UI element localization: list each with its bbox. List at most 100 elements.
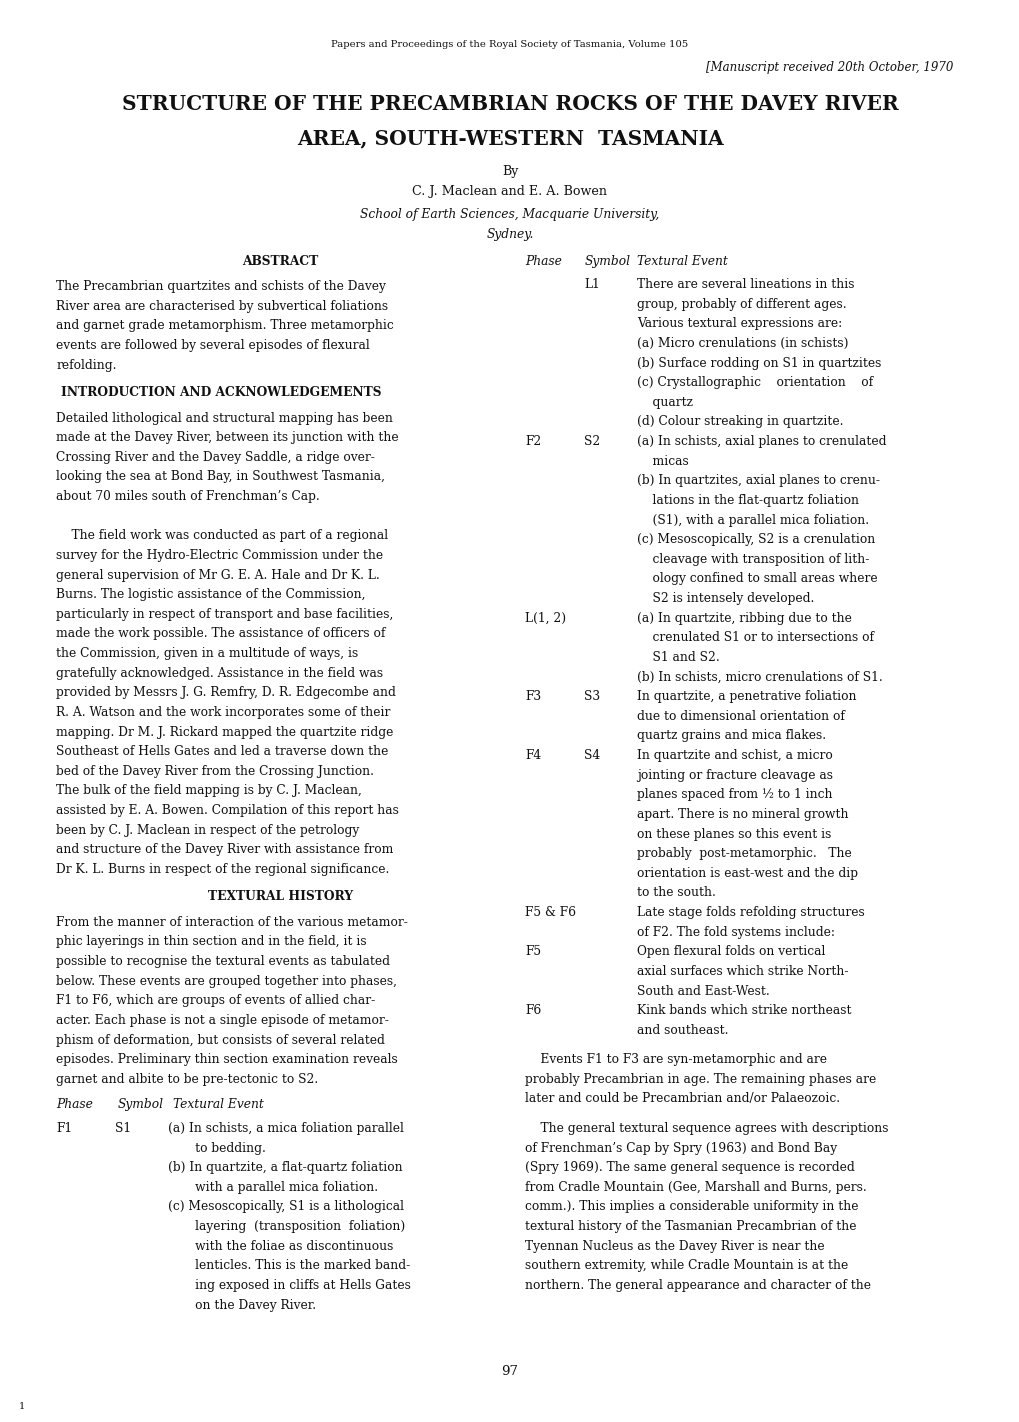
Text: from Cradle Mountain (Gee, Marshall and Burns, pers.: from Cradle Mountain (Gee, Marshall and … <box>525 1180 866 1194</box>
Text: Papers and Proceedings of the Royal Society of Tasmania, Volume 105: Papers and Proceedings of the Royal Soci… <box>331 40 688 48</box>
Text: acter. Each phase is not a single episode of metamor-: acter. Each phase is not a single episod… <box>56 1014 388 1027</box>
Text: looking the sea at Bond Bay, in Southwest Tasmania,: looking the sea at Bond Bay, in Southwes… <box>56 471 385 483</box>
Text: crenulated S1 or to intersections of: crenulated S1 or to intersections of <box>637 631 873 644</box>
Text: South and East-West.: South and East-West. <box>637 984 769 998</box>
Text: F3: F3 <box>525 690 541 704</box>
Text: Textural Event: Textural Event <box>637 255 728 267</box>
Text: S1: S1 <box>115 1122 131 1135</box>
Text: assisted by E. A. Bowen. Compilation of this report has: assisted by E. A. Bowen. Compilation of … <box>56 803 398 818</box>
Text: with the foliae as discontinuous: with the foliae as discontinuous <box>168 1240 393 1253</box>
Text: on the Davey River.: on the Davey River. <box>168 1298 316 1311</box>
Text: phism of deformation, but consists of several related: phism of deformation, but consists of se… <box>56 1034 384 1047</box>
Text: orientation is east-west and the dip: orientation is east-west and the dip <box>637 867 858 880</box>
Text: Symbol: Symbol <box>117 1098 163 1112</box>
Text: Sydney.: Sydney. <box>486 228 533 240</box>
Text: TEXTURAL HISTORY: TEXTURAL HISTORY <box>208 890 353 903</box>
Text: (a) In schists, a mica foliation parallel: (a) In schists, a mica foliation paralle… <box>168 1122 404 1135</box>
Text: made at the Davey River, between its junction with the: made at the Davey River, between its jun… <box>56 431 398 444</box>
Text: The bulk of the field mapping is by C. J. Maclean,: The bulk of the field mapping is by C. J… <box>56 785 362 798</box>
Text: (S1), with a parallel mica foliation.: (S1), with a parallel mica foliation. <box>637 513 869 526</box>
Text: due to dimensional orientation of: due to dimensional orientation of <box>637 710 845 722</box>
Text: comm.). This implies a considerable uniformity in the: comm.). This implies a considerable unif… <box>525 1200 858 1213</box>
Text: (b) In quartzite, a flat-quartz foliation: (b) In quartzite, a flat-quartz foliatio… <box>168 1162 403 1175</box>
Text: below. These events are grouped together into phases,: below. These events are grouped together… <box>56 974 396 988</box>
Text: (a) Micro crenulations (in schists): (a) Micro crenulations (in schists) <box>637 337 848 350</box>
Text: Dr K. L. Burns in respect of the regional significance.: Dr K. L. Burns in respect of the regiona… <box>56 863 389 876</box>
Text: with a parallel mica foliation.: with a parallel mica foliation. <box>168 1180 378 1194</box>
Text: bed of the Davey River from the Crossing Junction.: bed of the Davey River from the Crossing… <box>56 765 374 778</box>
Text: the Commission, given in a multitude of ways, is: the Commission, given in a multitude of … <box>56 647 358 660</box>
Text: S3: S3 <box>584 690 600 704</box>
Text: River area are characterised by subvertical foliations: River area are characterised by subverti… <box>56 300 388 313</box>
Text: jointing or fracture cleavage as: jointing or fracture cleavage as <box>637 769 833 782</box>
Text: to the south.: to the south. <box>637 886 715 900</box>
Text: Events F1 to F3 are syn-metamorphic and are: Events F1 to F3 are syn-metamorphic and … <box>525 1054 826 1066</box>
Text: been by C. J. Maclean in respect of the petrology: been by C. J. Maclean in respect of the … <box>56 823 359 836</box>
Text: (d) Colour streaking in quartzite.: (d) Colour streaking in quartzite. <box>637 415 843 428</box>
Text: L(1, 2): L(1, 2) <box>525 611 566 624</box>
Text: Phase: Phase <box>56 1098 93 1112</box>
Text: F1: F1 <box>56 1122 72 1135</box>
Text: S2: S2 <box>584 435 600 448</box>
Text: (c) Crystallographic    orientation    of: (c) Crystallographic orientation of <box>637 377 872 390</box>
Text: and garnet grade metamorphism. Three metamorphic: and garnet grade metamorphism. Three met… <box>56 320 393 333</box>
Text: ology confined to small areas where: ology confined to small areas where <box>637 573 877 586</box>
Text: There are several lineations in this: There are several lineations in this <box>637 279 854 292</box>
Text: probably Precambrian in age. The remaining phases are: probably Precambrian in age. The remaini… <box>525 1072 875 1086</box>
Text: (a) In quartzite, ribbing due to the: (a) In quartzite, ribbing due to the <box>637 611 852 624</box>
Text: (a) In schists, axial planes to crenulated: (a) In schists, axial planes to crenulat… <box>637 435 887 448</box>
Text: refolding.: refolding. <box>56 358 116 371</box>
Text: garnet and albite to be pre-tectonic to S2.: garnet and albite to be pre-tectonic to … <box>56 1072 318 1086</box>
Text: gratefully acknowledged. Assistance in the field was: gratefully acknowledged. Assistance in t… <box>56 667 383 680</box>
Text: F1 to F6, which are groups of events of allied char-: F1 to F6, which are groups of events of … <box>56 994 375 1007</box>
Text: F5 & F6: F5 & F6 <box>525 906 576 919</box>
Text: of F2. The fold systems include:: of F2. The fold systems include: <box>637 926 835 939</box>
Text: AREA, SOUTH-WESTERN  TASMANIA: AREA, SOUTH-WESTERN TASMANIA <box>297 128 722 148</box>
Text: general supervision of Mr G. E. A. Hale and Dr K. L.: general supervision of Mr G. E. A. Hale … <box>56 569 379 582</box>
Text: From the manner of interaction of the various metamor-: From the manner of interaction of the va… <box>56 916 408 929</box>
Text: Late stage folds refolding structures: Late stage folds refolding structures <box>637 906 864 919</box>
Text: Detailed lithological and structural mapping has been: Detailed lithological and structural map… <box>56 411 392 425</box>
Text: (c) Mesoscopically, S1 is a lithological: (c) Mesoscopically, S1 is a lithological <box>168 1200 404 1213</box>
Text: The general textural sequence agrees with descriptions: The general textural sequence agrees wit… <box>525 1122 888 1135</box>
Text: School of Earth Sciences, Macquarie University,: School of Earth Sciences, Macquarie Univ… <box>360 208 659 220</box>
Text: 1: 1 <box>18 1402 24 1411</box>
Text: S2 is intensely developed.: S2 is intensely developed. <box>637 592 814 606</box>
Text: group, probably of different ages.: group, probably of different ages. <box>637 297 847 311</box>
Text: (b) In schists, micro crenulations of S1.: (b) In schists, micro crenulations of S1… <box>637 671 882 684</box>
Text: planes spaced from ½ to 1 inch: planes spaced from ½ to 1 inch <box>637 788 833 802</box>
Text: textural history of the Tasmanian Precambrian of the: textural history of the Tasmanian Precam… <box>525 1220 856 1233</box>
Text: Symbol: Symbol <box>584 255 630 267</box>
Text: In quartzite and schist, a micro: In quartzite and schist, a micro <box>637 749 833 762</box>
Text: Tyennan Nucleus as the Davey River is near the: Tyennan Nucleus as the Davey River is ne… <box>525 1240 824 1253</box>
Text: episodes. Preliminary thin section examination reveals: episodes. Preliminary thin section exami… <box>56 1054 397 1066</box>
Text: made the work possible. The assistance of officers of: made the work possible. The assistance o… <box>56 627 385 640</box>
Text: Kink bands which strike northeast: Kink bands which strike northeast <box>637 1004 851 1017</box>
Text: phic layerings in thin section and in the field, it is: phic layerings in thin section and in th… <box>56 936 367 948</box>
Text: Crossing River and the Davey Saddle, a ridge over-: Crossing River and the Davey Saddle, a r… <box>56 451 375 464</box>
Text: axial surfaces which strike North-: axial surfaces which strike North- <box>637 966 848 978</box>
Text: and structure of the Davey River with assistance from: and structure of the Davey River with as… <box>56 843 393 856</box>
Text: Open flexural folds on vertical: Open flexural folds on vertical <box>637 946 825 958</box>
Text: F2: F2 <box>525 435 541 448</box>
Text: to bedding.: to bedding. <box>168 1142 266 1155</box>
Text: quartz: quartz <box>637 395 693 410</box>
Text: Various textural expressions are:: Various textural expressions are: <box>637 317 842 330</box>
Text: probably  post-metamorphic.   The: probably post-metamorphic. The <box>637 848 852 860</box>
Text: In quartzite, a penetrative foliation: In quartzite, a penetrative foliation <box>637 690 856 704</box>
Text: Burns. The logistic assistance of the Commission,: Burns. The logistic assistance of the Co… <box>56 589 365 602</box>
Text: (b) In quartzites, axial planes to crenu-: (b) In quartzites, axial planes to crenu… <box>637 475 879 488</box>
Text: survey for the Hydro-Electric Commission under the: survey for the Hydro-Electric Commission… <box>56 549 383 562</box>
Text: ABSTRACT: ABSTRACT <box>243 255 318 267</box>
Text: STRUCTURE OF THE PRECAMBRIAN ROCKS OF THE DAVEY RIVER: STRUCTURE OF THE PRECAMBRIAN ROCKS OF TH… <box>121 94 898 114</box>
Text: S1 and S2.: S1 and S2. <box>637 651 719 664</box>
Text: F6: F6 <box>525 1004 541 1017</box>
Text: of Frenchman’s Cap by Spry (1963) and Bond Bay: of Frenchman’s Cap by Spry (1963) and Bo… <box>525 1142 837 1155</box>
Text: 97: 97 <box>501 1365 518 1378</box>
Text: mapping. Dr M. J. Rickard mapped the quartzite ridge: mapping. Dr M. J. Rickard mapped the qua… <box>56 725 393 738</box>
Text: [Manuscript received 20th October, 1970: [Manuscript received 20th October, 1970 <box>705 61 953 74</box>
Text: (Spry 1969). The same general sequence is recorded: (Spry 1969). The same general sequence i… <box>525 1162 854 1175</box>
Text: later and could be Precambrian and/or Palaeozoic.: later and could be Precambrian and/or Pa… <box>525 1092 840 1105</box>
Text: about 70 miles south of Frenchman’s Cap.: about 70 miles south of Frenchman’s Cap. <box>56 491 320 503</box>
Text: Textural Event: Textural Event <box>173 1098 264 1112</box>
